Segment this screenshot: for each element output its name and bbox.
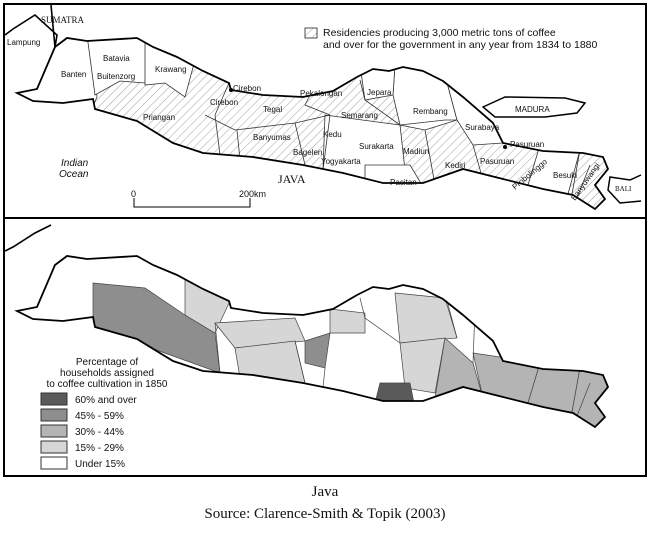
- label-besuki: Besuki: [553, 171, 577, 180]
- label-ocean: Ocean: [59, 169, 89, 180]
- label-cirebon-city: Cirebon: [233, 84, 261, 93]
- scale-bar: [133, 198, 251, 208]
- scale-start: 0: [131, 189, 136, 199]
- sumatra-coast: [5, 5, 58, 48]
- label-lampung: Lampung: [7, 38, 40, 47]
- label-surabaya: Surabaya: [465, 123, 500, 132]
- legend-title-1: Percentage of: [76, 357, 138, 368]
- caption-title: Java: [311, 484, 339, 500]
- legend-title-3: to coffee cultivation in 1850: [46, 379, 167, 390]
- label-kediri: Kediri: [445, 161, 466, 170]
- map-frame: Residencies producing 3,000 metric tons …: [3, 3, 647, 477]
- label-sumatra: SUMATRA: [41, 15, 85, 25]
- label-rembang: Rembang: [413, 107, 448, 116]
- label-pekalongan: Pekalongan: [300, 89, 342, 98]
- label-semarang: Semarang: [341, 111, 378, 120]
- java-maps: Residencies producing 3,000 metric tons …: [5, 5, 645, 470]
- label-pasuruan-city: Pasuruan: [510, 140, 544, 149]
- label-priangan: Priangan: [143, 113, 175, 122]
- region-pacitan: [374, 382, 416, 409]
- label-indian: Indian: [61, 158, 89, 169]
- pasuruan-city-marker: [503, 145, 507, 149]
- label-pasuruan: Pasuruan: [480, 157, 514, 166]
- legend-label: 45% - 59%: [75, 411, 124, 422]
- label-pacitan: Pacitan: [390, 178, 417, 187]
- label-bagelen: Bagelen: [293, 148, 322, 157]
- label-jepara: Jepara: [367, 88, 392, 97]
- region-rembang: [394, 292, 458, 344]
- top-map: Residencies producing 3,000 metric tons …: [5, 5, 642, 210]
- label-banten: Banten: [61, 70, 86, 79]
- choropleth-regions: [92, 272, 608, 427]
- legend-label: Under 15%: [75, 459, 125, 470]
- label-java: JAVA: [278, 172, 306, 186]
- cirebon-city-marker: [229, 88, 233, 92]
- legend-swatch: [40, 408, 68, 422]
- legend-title-2: households assigned: [60, 368, 154, 379]
- region-semarang: [329, 308, 366, 334]
- caption-source: Source: Clarence-Smith & Topik (2003): [204, 506, 446, 522]
- madura-island: [481, 96, 587, 118]
- legend-label: 30% - 44%: [75, 427, 124, 438]
- bali-island: [607, 174, 642, 204]
- legend-swatch: [40, 440, 68, 454]
- region-madiun: [399, 337, 446, 394]
- legend-label: 15% - 29%: [75, 443, 124, 454]
- scale-end: 200km: [239, 189, 266, 199]
- label-madura: MADURA: [515, 105, 550, 114]
- bottom-map: Percentage of households assigned to cof…: [5, 224, 609, 470]
- label-banyumas: Banyumas: [253, 133, 291, 142]
- label-krawang: Krawang: [155, 65, 187, 74]
- choropleth-legend: 60% and over 45% - 59% 30% - 44% 15% - 29% U…: [40, 392, 137, 470]
- legend-label: 60% and over: [75, 395, 137, 406]
- label-yogyakarta: Yogyakarta: [321, 157, 361, 166]
- label-batavia: Batavia: [103, 54, 130, 63]
- legend-line-2: and over for the government in any year …: [323, 39, 597, 51]
- label-surakarta: Surakarta: [359, 142, 394, 151]
- label-cirebon: Cirebon: [210, 98, 238, 107]
- region-banyumas: [234, 340, 306, 384]
- label-tegal: Tegal: [263, 105, 282, 114]
- legend-swatch: [40, 456, 68, 470]
- legend-swatch: [40, 392, 68, 406]
- region-batavia-buitenzorg: [86, 38, 151, 96]
- label-bali: BALI: [615, 185, 632, 193]
- label-madiun: Madiun: [403, 147, 429, 156]
- legend-swatch: [40, 424, 68, 438]
- legend-line-1: Residencies producing 3,000 metric tons …: [323, 27, 556, 39]
- legend-hatch-swatch: [304, 27, 318, 39]
- label-kedu: Kedu: [323, 130, 342, 139]
- label-buitenzorg: Buitenzorg: [97, 72, 135, 81]
